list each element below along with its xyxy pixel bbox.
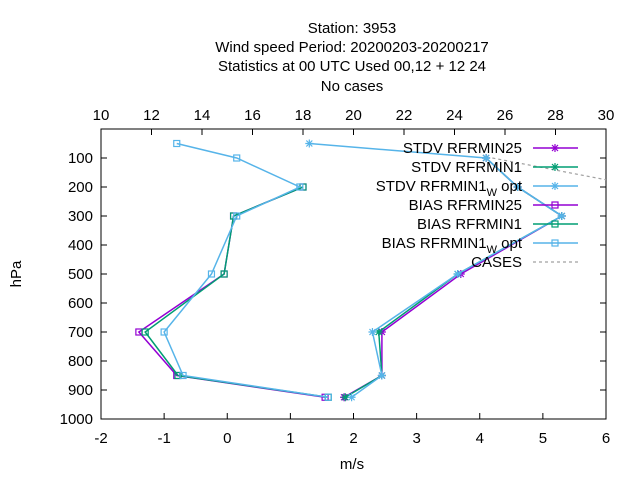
square-marker — [233, 212, 241, 220]
x2-tick-label: 20 — [345, 107, 362, 124]
star-marker — [368, 328, 377, 336]
title-line-3: Statistics at 00 UTC Used 00,12 + 12 24 — [218, 58, 486, 75]
title-line-4: No cases — [321, 78, 384, 95]
star-marker — [551, 144, 559, 152]
y-axis-label: hPa — [8, 260, 25, 287]
legend-label: STDV RFRMIN1 — [411, 159, 522, 176]
series-7 — [492, 157, 607, 181]
square-marker — [324, 393, 332, 401]
y-tick-label: 400 — [68, 237, 93, 254]
star-marker — [557, 212, 566, 220]
y-tick-label: 600 — [68, 295, 93, 312]
square-marker — [233, 154, 241, 162]
star-marker — [482, 154, 491, 162]
series-line — [163, 142, 329, 398]
legend: STDV RFRMIN25 STDV RFRMIN1 STDV RFRMIN1W o… — [376, 140, 578, 271]
series-3 — [305, 139, 566, 402]
square-marker — [141, 328, 149, 336]
chart-title: Station: 3953 Wind speed Period: 2020020… — [215, 20, 489, 95]
star-marker — [347, 393, 356, 402]
series-4 — [135, 183, 329, 401]
y-tick-label: 500 — [68, 266, 93, 283]
x2-tick-label: 26 — [497, 107, 514, 124]
x-axis-label: m/s — [340, 456, 364, 473]
legend-label: STDV RFRMIN25 — [403, 140, 522, 157]
legend-label: BIAS RFRMIN1W opt — [382, 235, 523, 256]
x-tick-label: -2 — [94, 430, 107, 447]
square-marker — [551, 220, 559, 228]
x2-tick-label: 14 — [194, 107, 211, 124]
x2-tick-label: 16 — [244, 107, 261, 124]
x-tick-label: 3 — [412, 430, 420, 447]
y-tick-label: 900 — [68, 382, 93, 399]
axis-ticks: -2 -1 0 1 2 3 4 5 610 12 14 16 18 20 22 24 26 28 301002003… — [60, 107, 615, 447]
star-marker — [305, 139, 314, 148]
x2-tick-label: 24 — [446, 107, 463, 124]
square-marker — [296, 183, 304, 191]
x2-tick-label: 30 — [598, 107, 615, 124]
x-tick-label: 4 — [476, 430, 484, 447]
star-marker — [377, 371, 386, 380]
legend-label: CASES — [471, 254, 522, 271]
x-tick-label: 2 — [349, 430, 357, 447]
star-marker — [513, 183, 522, 191]
x-tick-label: -1 — [157, 430, 170, 447]
x2-tick-label: 28 — [547, 107, 564, 124]
star-marker — [374, 328, 383, 336]
star-marker — [341, 393, 350, 402]
star-marker — [551, 182, 559, 190]
title-line-1: Station: 3953 — [308, 20, 396, 37]
x-tick-label: 5 — [539, 430, 547, 447]
y-tick-label: 100 — [68, 150, 93, 167]
series-line — [492, 157, 607, 181]
square-marker — [551, 201, 559, 209]
legend-label: BIAS RFRMIN25 — [409, 197, 522, 214]
legend-label: STDV RFRMIN1W opt — [376, 178, 523, 199]
y-tick-label: 800 — [68, 353, 93, 370]
series-line — [309, 142, 564, 398]
square-marker — [551, 239, 559, 247]
x-tick-label: 1 — [286, 430, 294, 447]
x2-tick-label: 22 — [396, 107, 413, 124]
series-group — [135, 139, 607, 402]
y-tick-label: 200 — [68, 179, 93, 196]
square-marker — [173, 139, 181, 148]
x2-tick-label: 18 — [295, 107, 312, 124]
series-6 — [160, 139, 332, 401]
x-tick-label: 0 — [223, 430, 231, 447]
square-marker — [207, 270, 216, 278]
x2-tick-label: 10 — [93, 107, 110, 124]
title-line-2: Wind speed Period: 20200203-20200217 — [215, 39, 489, 56]
star-marker — [453, 270, 462, 278]
x2-tick-label: 12 — [143, 107, 160, 124]
square-marker — [179, 371, 187, 380]
y-tick-label: 300 — [68, 208, 93, 225]
star-marker — [551, 163, 559, 171]
y-tick-label: 1000 — [60, 411, 93, 428]
legend-label: BIAS RFRMIN1 — [417, 216, 522, 233]
square-marker — [174, 371, 182, 380]
y-tick-label: 700 — [68, 324, 93, 341]
x-tick-label: 6 — [602, 430, 610, 447]
square-marker — [220, 270, 228, 278]
square-marker — [160, 328, 168, 336]
